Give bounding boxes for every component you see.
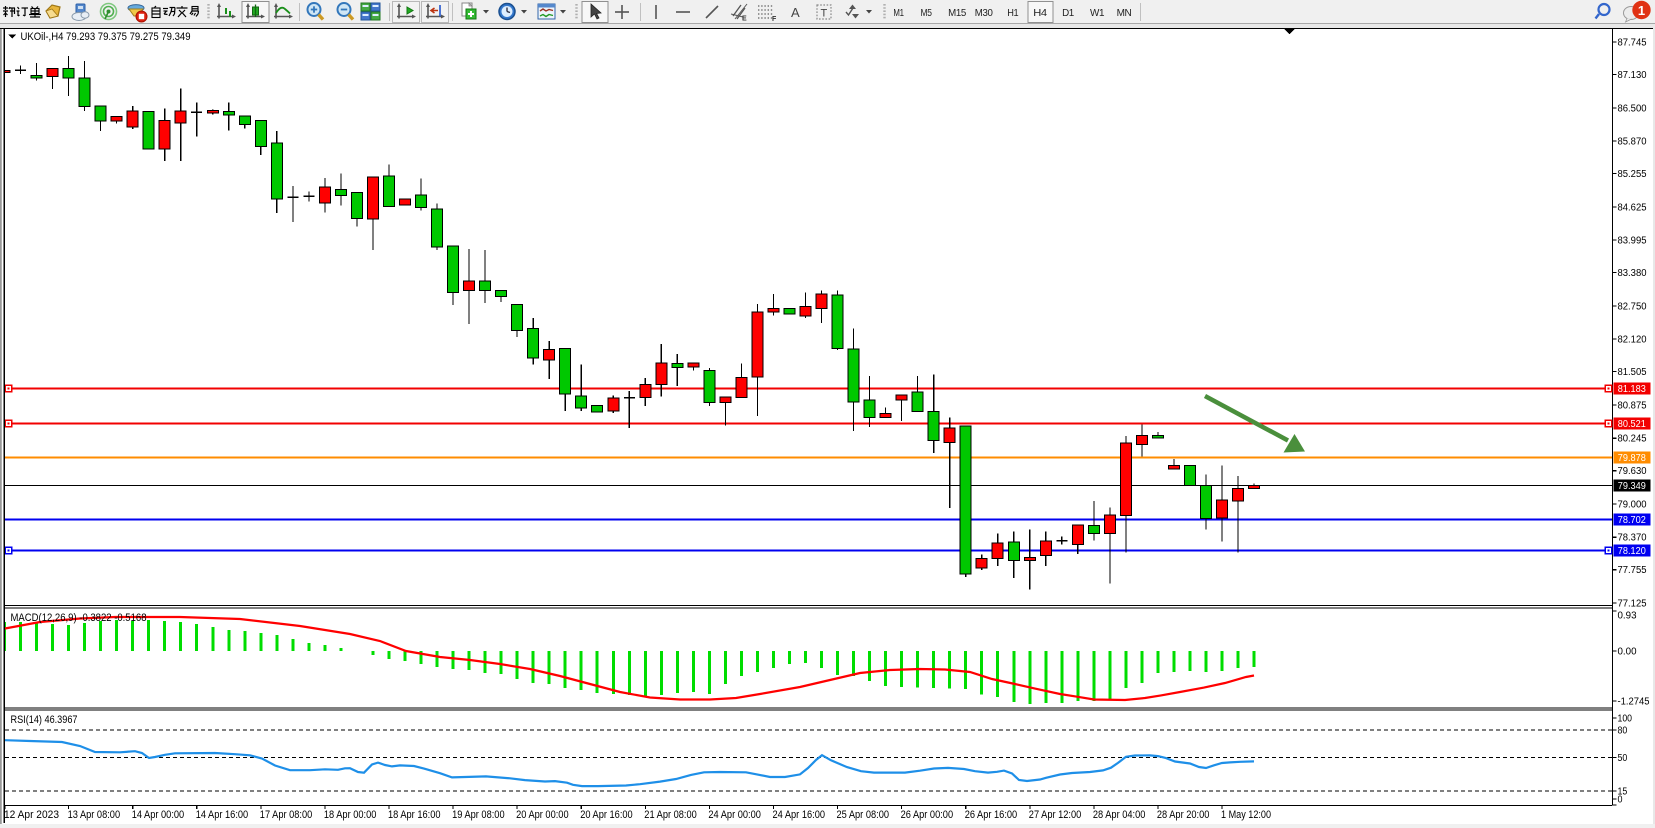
svg-text:77.125: 77.125 <box>1618 599 1647 610</box>
svg-text:77.755: 77.755 <box>1618 565 1647 576</box>
svg-text:87.130: 87.130 <box>1618 70 1647 81</box>
svg-text:26 Apr 16:00: 26 Apr 16:00 <box>965 809 1018 821</box>
svg-text:83.380: 83.380 <box>1618 268 1647 279</box>
svg-text:27 Apr 12:00: 27 Apr 12:00 <box>1029 809 1082 821</box>
svg-text:18 Apr 00:00: 18 Apr 00:00 <box>324 809 377 821</box>
svg-text:F: F <box>772 16 777 23</box>
svg-text:80.245: 80.245 <box>1618 434 1647 445</box>
svg-text:14 Apr 00:00: 14 Apr 00:00 <box>132 809 185 821</box>
svg-text:0.00: 0.00 <box>1618 647 1637 658</box>
svg-text:0.93: 0.93 <box>1618 611 1637 622</box>
svg-text:17 Apr 08:00: 17 Apr 08:00 <box>260 809 313 821</box>
svg-text:T: T <box>821 8 828 20</box>
svg-text:-1.2745: -1.2745 <box>1618 697 1650 708</box>
svg-text:D1: D1 <box>1062 7 1074 19</box>
svg-text:26 Apr 00:00: 26 Apr 00:00 <box>901 809 954 821</box>
svg-text:50: 50 <box>1618 753 1628 764</box>
svg-text:E: E <box>742 16 747 23</box>
svg-text:79.000: 79.000 <box>1618 500 1647 511</box>
svg-text:24 Apr 00:00: 24 Apr 00:00 <box>708 809 761 821</box>
svg-text:14 Apr 16:00: 14 Apr 16:00 <box>196 809 249 821</box>
svg-text:18 Apr 16:00: 18 Apr 16:00 <box>388 809 441 821</box>
svg-text:80.875: 80.875 <box>1618 400 1647 411</box>
svg-text:80.521: 80.521 <box>1618 419 1646 430</box>
svg-text:MACD(12,26,9) -0.3822 -0.5168: MACD(12,26,9) -0.3822 -0.5168 <box>11 612 147 624</box>
svg-text:25 Apr 08:00: 25 Apr 08:00 <box>837 809 890 821</box>
svg-text:84.625: 84.625 <box>1618 202 1647 213</box>
svg-text:A: A <box>791 5 800 20</box>
svg-text:RSI(14) 46.3967: RSI(14) 46.3967 <box>11 714 78 726</box>
svg-text:78.370: 78.370 <box>1618 533 1647 544</box>
svg-text:28 Apr 04:00: 28 Apr 04:00 <box>1093 809 1146 821</box>
svg-text:100: 100 <box>1618 714 1633 725</box>
svg-text:81.505: 81.505 <box>1618 367 1647 378</box>
svg-text:87.745: 87.745 <box>1618 38 1647 49</box>
svg-text:80: 80 <box>1618 726 1628 737</box>
svg-text:82.120: 82.120 <box>1618 335 1647 346</box>
svg-text:78.702: 78.702 <box>1618 515 1646 526</box>
svg-text:UKOil-,H4 79.293 79.375 79.27: UKOil-,H4 79.293 79.375 79.275 79.349 <box>21 31 191 43</box>
svg-text:0: 0 <box>1618 795 1623 806</box>
svg-text:24 Apr 16:00: 24 Apr 16:00 <box>773 809 826 821</box>
svg-text:M1: M1 <box>893 7 904 19</box>
svg-text:83.995: 83.995 <box>1618 236 1647 247</box>
svg-text:82.750: 82.750 <box>1618 301 1647 312</box>
svg-text:28 Apr 20:00: 28 Apr 20:00 <box>1157 809 1210 821</box>
svg-text:15: 15 <box>1618 787 1628 798</box>
svg-text:H1: H1 <box>1007 7 1019 19</box>
svg-text:M5: M5 <box>921 7 933 19</box>
svg-text:79.630: 79.630 <box>1618 466 1647 477</box>
svg-text:13 Apr 08:00: 13 Apr 08:00 <box>68 809 121 821</box>
svg-text:78.120: 78.120 <box>1618 546 1646 557</box>
svg-text:19 Apr 08:00: 19 Apr 08:00 <box>452 809 505 821</box>
svg-text:86.500: 86.500 <box>1618 103 1647 114</box>
svg-text:20 Apr 16:00: 20 Apr 16:00 <box>580 809 633 821</box>
svg-text:1 May 12:00: 1 May 12:00 <box>1221 809 1271 821</box>
svg-text:21 Apr 08:00: 21 Apr 08:00 <box>644 809 697 821</box>
svg-text:79.349: 79.349 <box>1618 481 1646 492</box>
svg-text:20 Apr 00:00: 20 Apr 00:00 <box>516 809 569 821</box>
svg-text:1: 1 <box>1638 3 1645 18</box>
svg-text:H4: H4 <box>1033 7 1047 19</box>
svg-text:85.870: 85.870 <box>1618 137 1647 148</box>
svg-text:79.878: 79.878 <box>1618 453 1646 464</box>
svg-text:M15: M15 <box>948 7 966 19</box>
svg-text:85.255: 85.255 <box>1618 169 1647 180</box>
svg-text:M30: M30 <box>975 7 993 19</box>
svg-text:MN: MN <box>1117 7 1132 19</box>
svg-text:12 Apr 2023: 12 Apr 2023 <box>4 809 59 821</box>
svg-text:81.183: 81.183 <box>1618 384 1646 395</box>
svg-text:W1: W1 <box>1090 7 1105 19</box>
